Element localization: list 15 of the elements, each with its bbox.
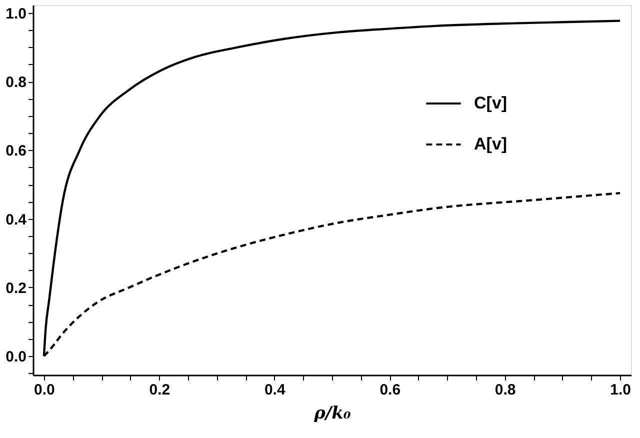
x-tick-label: 0.4	[264, 382, 286, 398]
y-tick-label: 0.2	[6, 280, 26, 297]
x-tick-label: 0.6	[380, 382, 401, 398]
x-axis-title: ρ/k₀	[313, 404, 352, 424]
y-tick-label: 0.8	[6, 74, 26, 92]
y-tick-label: 0.0	[6, 348, 26, 366]
x-tick-label: 0.2	[149, 382, 170, 398]
x-tick-label: 0.8	[494, 382, 516, 398]
legend-label: C[v]	[474, 94, 508, 112]
y-tick-label: 0.4	[6, 211, 28, 228]
legend-label: A[v]	[474, 134, 508, 154]
y-tick-label: 1.0	[6, 5, 26, 22]
x-tick-label: 1.0	[610, 382, 631, 398]
y-tick-label: 0.6	[6, 142, 26, 160]
x-tick-label: 0.0	[34, 382, 55, 398]
